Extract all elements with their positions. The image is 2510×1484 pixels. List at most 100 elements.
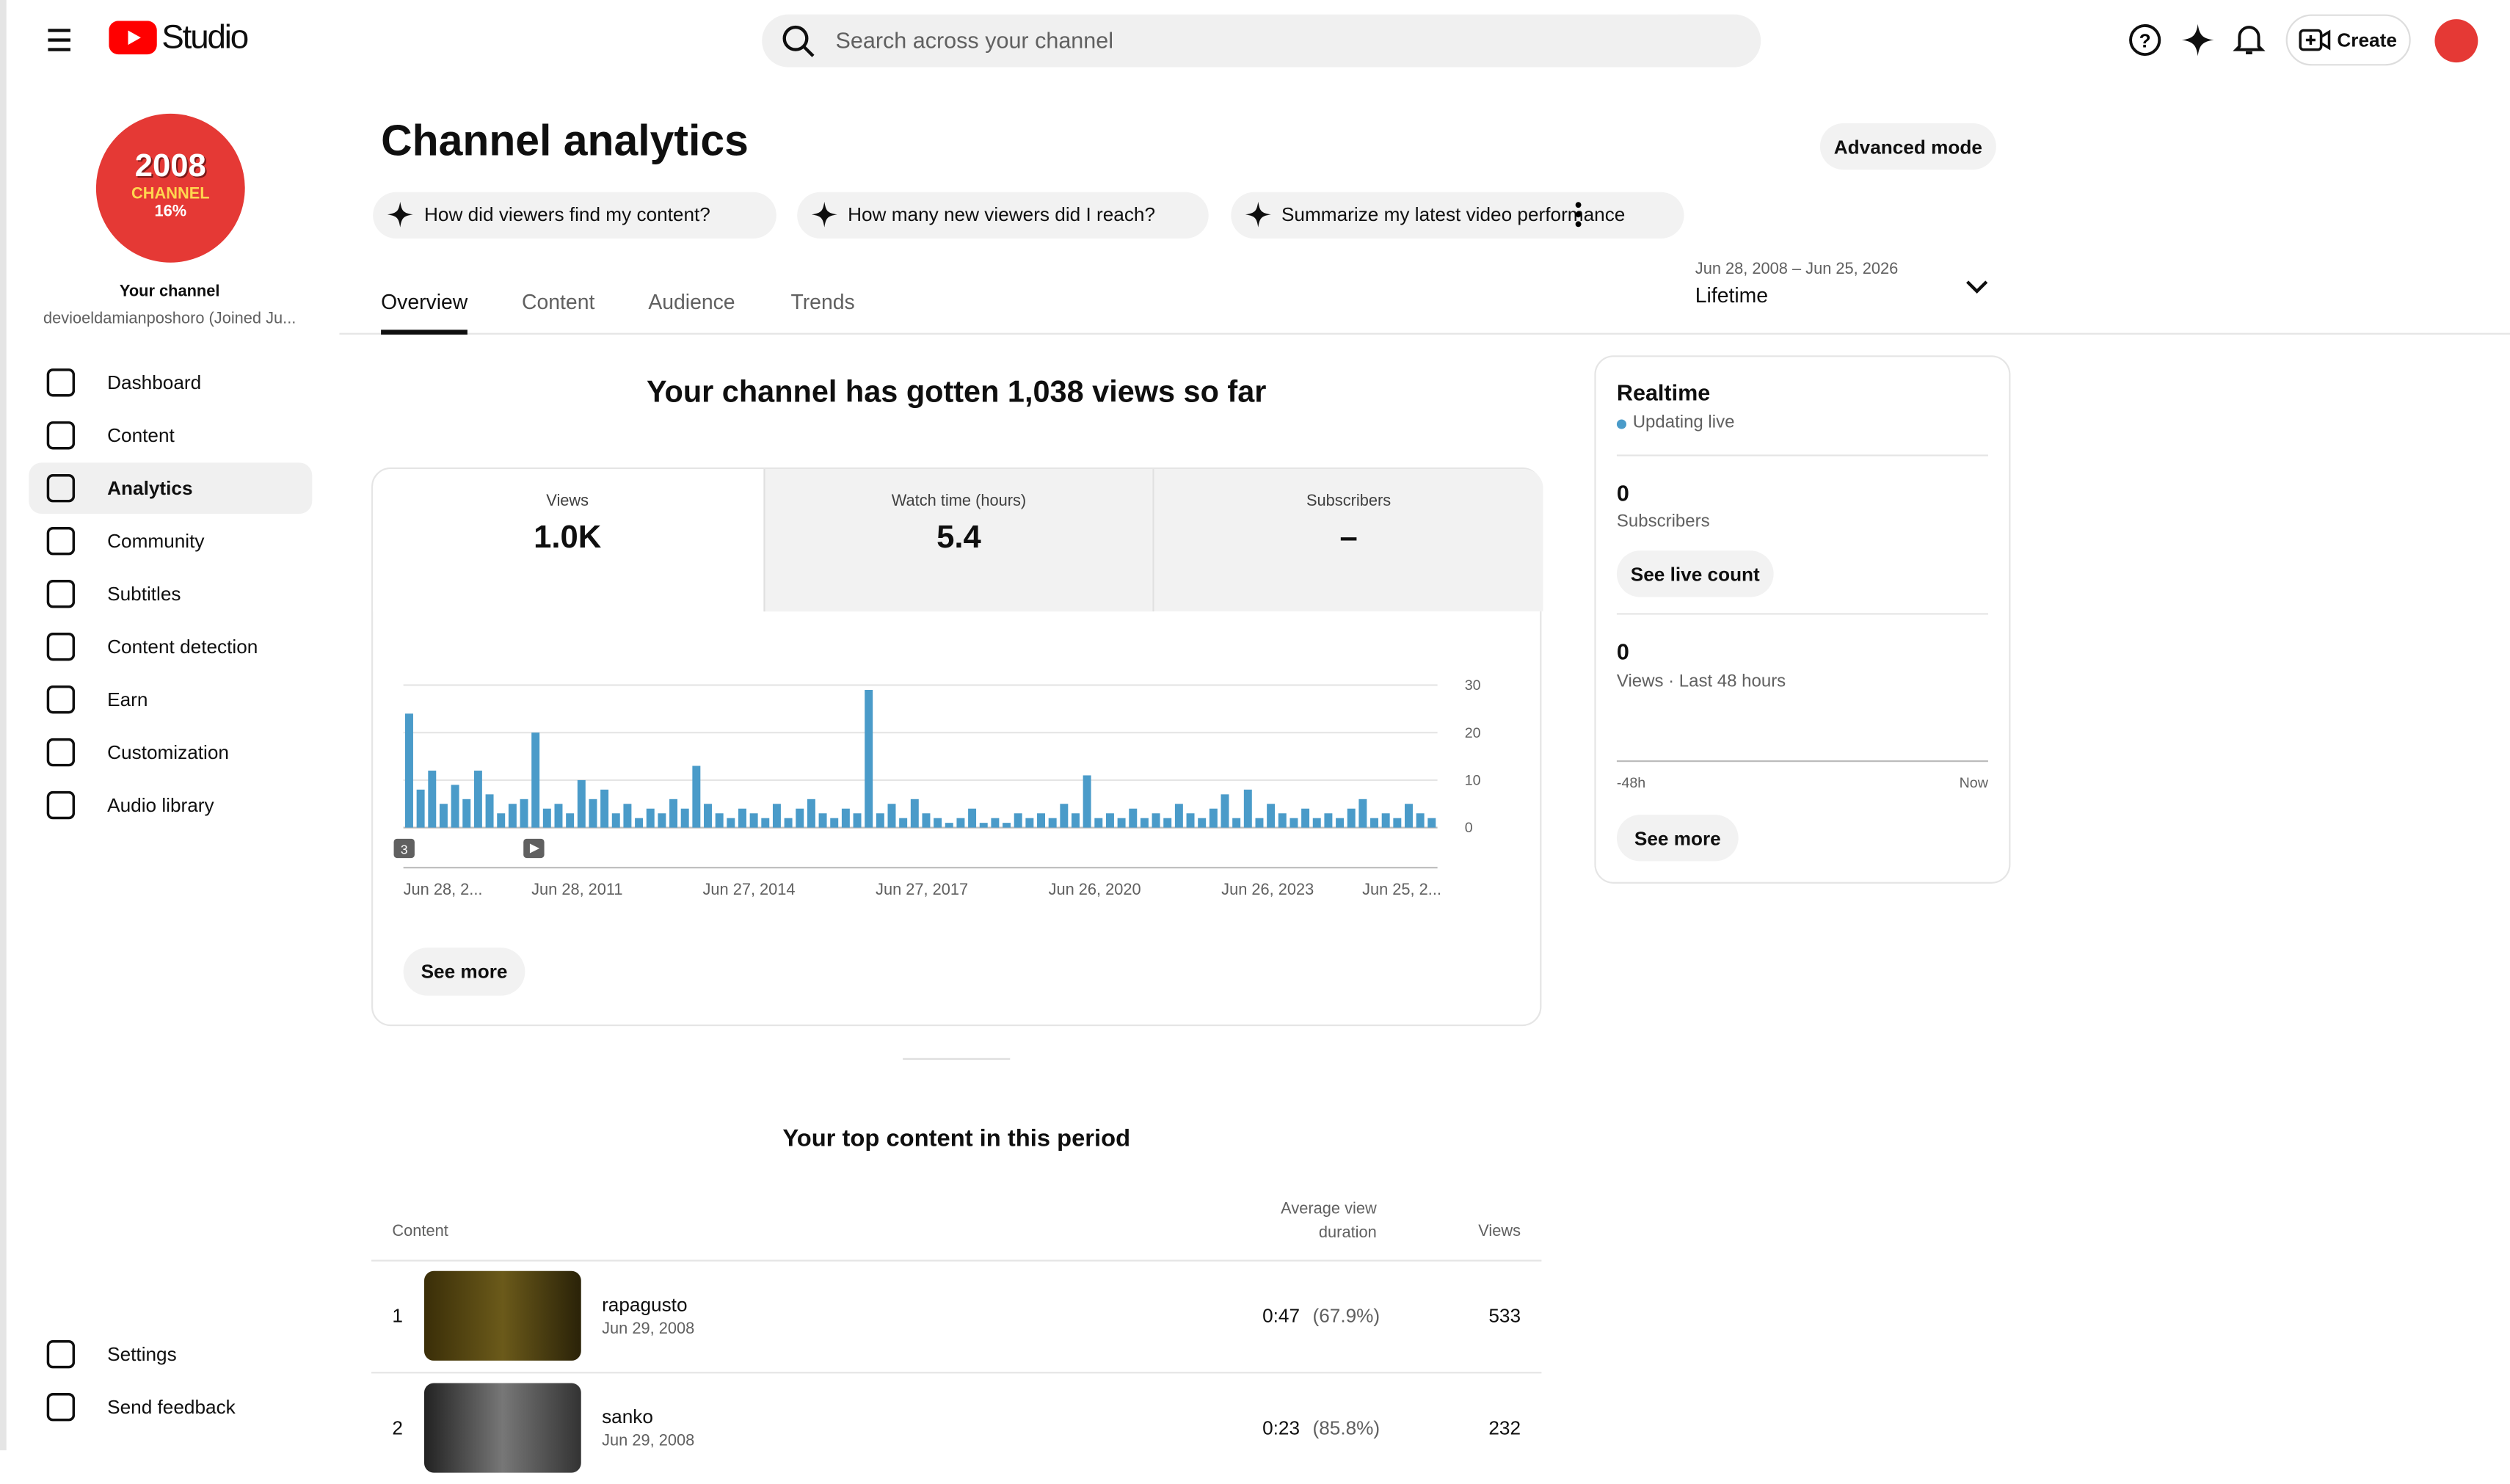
bar — [1232, 818, 1241, 828]
bar — [658, 813, 666, 828]
advanced-mode-button[interactable]: Advanced mode — [1819, 123, 1996, 170]
nav-item[interactable]: Customization — [29, 727, 312, 778]
bar — [1336, 818, 1345, 828]
bar — [1243, 789, 1252, 828]
metric-tab[interactable]: Subscribers – — [1152, 469, 1543, 612]
tab[interactable]: Audience — [648, 289, 735, 314]
nav-item[interactable]: Settings — [29, 1328, 312, 1380]
nav-item[interactable]: Audio library — [29, 779, 312, 831]
bar — [485, 794, 494, 828]
metric-tab[interactable]: Watch time (hours) 5.4 — [763, 469, 1154, 612]
help-icon[interactable]: ? — [2128, 23, 2163, 58]
sparkle-icon — [1244, 201, 1270, 228]
nav-item[interactable]: Content — [29, 410, 312, 461]
bar — [1072, 813, 1080, 828]
tab[interactable]: Content — [522, 289, 595, 314]
sparkle — [1244, 201, 1270, 228]
percent: (85.8%) — [1312, 1416, 1380, 1439]
icon-shape — [46, 1392, 76, 1422]
duration: 0:23 — [1262, 1416, 1301, 1439]
y-tick-label: 20 — [1465, 725, 1481, 741]
tab-underline — [381, 330, 468, 335]
bar — [1278, 813, 1287, 828]
content-row[interactable]: 1 rapagusto Jun 29, 2008 0:47 (67.9%) 533 — [371, 1262, 1541, 1372]
bar — [1347, 808, 1356, 828]
realtime-card — [1594, 355, 2011, 884]
bar — [646, 808, 655, 828]
bar — [727, 818, 735, 828]
y-tick-label: 0 — [1465, 820, 1473, 836]
nav-icon — [46, 527, 76, 556]
nav-item[interactable]: Subtitles — [29, 568, 312, 619]
nav-item[interactable]: Earn — [29, 674, 312, 725]
nav-item[interactable]: Dashboard — [29, 357, 312, 408]
dropdown-icon[interactable] — [1964, 275, 1990, 298]
sparkle-icon[interactable] — [2180, 23, 2216, 58]
thumbnail — [423, 1383, 581, 1473]
realtime-see-more[interactable]: See more — [1616, 815, 1739, 862]
bar — [841, 808, 850, 828]
search-placeholder: Search across your channel — [835, 27, 1114, 53]
icon-shape — [46, 368, 76, 397]
prompt-chip[interactable]: Summarize my latest video performance — [1230, 192, 1684, 239]
prompt-chip[interactable]: How many new viewers did I reach? — [796, 192, 1209, 239]
metric-label: Subscribers — [1306, 492, 1392, 511]
account-avatar[interactable] — [2434, 19, 2478, 63]
create-button[interactable] — [2285, 14, 2411, 66]
search-icon — [782, 25, 815, 57]
nav-item[interactable]: Send feedback — [29, 1381, 312, 1433]
see-more-button[interactable]: See more — [403, 947, 525, 996]
search-box[interactable] — [762, 14, 1761, 68]
duration: 0:47 — [1262, 1304, 1301, 1328]
nav-item[interactable]: Content detection — [29, 621, 312, 672]
nav-item[interactable]: Community — [29, 515, 312, 567]
play-glyph — [529, 843, 540, 854]
more-icon[interactable] — [1568, 198, 1587, 230]
bar — [738, 808, 746, 828]
x-tick-label: Jun 25, 2... — [1362, 880, 1441, 898]
sparkle — [810, 201, 837, 228]
sparkle-icon — [810, 201, 837, 228]
channel-avatar[interactable]: 2008 CHANNEL 16% — [95, 113, 245, 263]
bar — [749, 813, 758, 828]
bar — [956, 818, 965, 828]
nav-item[interactable]: Analytics — [29, 462, 313, 514]
marker-box — [393, 838, 415, 859]
x-tick-label: Jun 26, 2020 — [1049, 880, 1141, 898]
logo-icon[interactable] — [109, 21, 160, 56]
bar — [1094, 818, 1103, 828]
tab[interactable]: Overview — [381, 289, 468, 314]
content-row[interactable]: 2 sanko Jun 29, 2008 0:23 (85.8%) 232 — [371, 1373, 1541, 1483]
bar — [1370, 818, 1379, 828]
bar — [715, 813, 724, 828]
realtime-status: Updating live — [1632, 412, 1735, 432]
bar — [1048, 818, 1057, 828]
metric-label: Views — [546, 492, 589, 511]
bar — [1312, 818, 1321, 828]
period[interactable]: Lifetime — [1695, 283, 1769, 308]
row-divider — [371, 1259, 1542, 1262]
metric-tab[interactable]: Views 1.0K — [373, 469, 763, 612]
video-title: sanko — [602, 1405, 653, 1428]
bar — [807, 799, 815, 828]
date-range: Jun 28, 2008 – Jun 25, 2026 — [1695, 261, 1899, 279]
views-label: Views · Last 48 hours — [1616, 672, 1786, 692]
live-count-button[interactable]: See live count — [1616, 550, 1774, 597]
bar — [669, 799, 678, 828]
nav-icon — [46, 790, 76, 820]
bar — [600, 789, 609, 828]
tab[interactable]: Trends — [790, 289, 855, 314]
bell-icon[interactable] — [2231, 21, 2266, 59]
prompt-chip[interactable]: How did viewers find my content? — [373, 192, 776, 239]
nav-label: Subtitles — [107, 582, 181, 605]
nav-icon — [46, 738, 76, 767]
bar — [1014, 813, 1022, 828]
bar — [761, 818, 770, 828]
bar — [589, 799, 597, 828]
menu-icon[interactable] — [45, 26, 77, 54]
col-views: Views — [1478, 1223, 1521, 1241]
video-title: rapagusto — [602, 1293, 688, 1316]
bar — [853, 813, 862, 828]
bar — [1003, 823, 1011, 828]
